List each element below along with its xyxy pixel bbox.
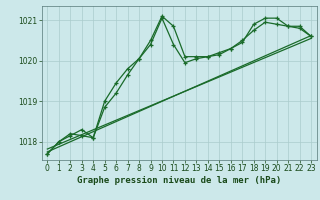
X-axis label: Graphe pression niveau de la mer (hPa): Graphe pression niveau de la mer (hPa)	[77, 176, 281, 185]
